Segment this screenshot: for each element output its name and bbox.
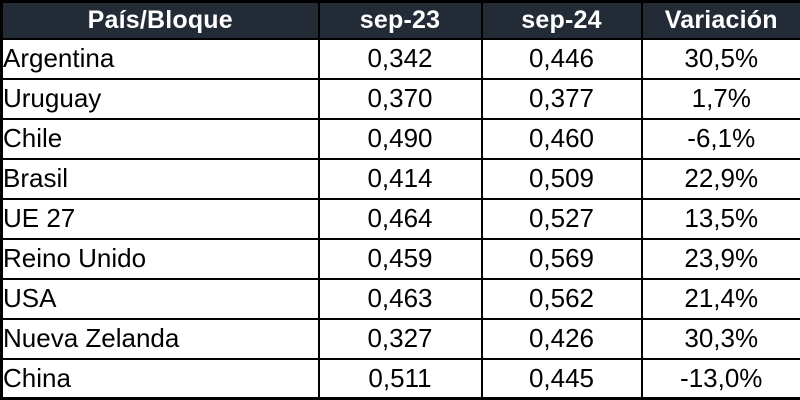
table-row-chile: Chile 0,490 0,460 -6,1% (0, 117, 800, 160)
variacion-cell: 23,9% (640, 237, 800, 280)
country-cell: UE 27 (0, 197, 320, 240)
sep23-cell: 0,459 (317, 237, 483, 280)
sep23-cell: 0,463 (317, 277, 483, 320)
country-cell: Brasil (0, 157, 320, 200)
table-row-nueva-zelanda: Nueva Zelanda 0,327 0,426 30,3% (0, 317, 800, 360)
sep23-cell: 0,370 (317, 77, 483, 120)
sep24-cell: 0,569 (480, 237, 643, 280)
variacion-cell: 30,5% (640, 37, 800, 80)
sep24-cell: 0,426 (480, 317, 643, 360)
sep24-cell: 0,527 (480, 197, 643, 240)
sep23-cell: 0,490 (317, 117, 483, 160)
variacion-cell: 30,3% (640, 317, 800, 360)
sep23-cell: 0,327 (317, 317, 483, 360)
variacion-cell: 21,4% (640, 277, 800, 320)
header-row: País/Bloque sep-23 sep-24 Variación (0, 0, 800, 40)
sep24-cell: 0,445 (480, 357, 643, 400)
table-row-uruguay: Uruguay 0,370 0,377 1,7% (0, 77, 800, 120)
variacion-cell: 22,9% (640, 157, 800, 200)
column-header-sep-24: sep-24 (480, 0, 643, 40)
country-cell: Nueva Zelanda (0, 317, 320, 360)
country-cell: Chile (0, 117, 320, 160)
sep23-cell: 0,511 (317, 357, 483, 400)
variacion-cell: 13,5% (640, 197, 800, 240)
variacion-cell: -13,0% (640, 357, 800, 400)
table-body: Argentina 0,342 0,446 30,5% Uruguay 0,37… (0, 37, 800, 400)
variacion-cell: 1,7% (640, 77, 800, 120)
column-header-variacion: Variación (640, 0, 800, 40)
table-row-china: China 0,511 0,445 -13,0% (0, 357, 800, 400)
table-row-usa: USA 0,463 0,562 21,4% (0, 277, 800, 320)
table-row-ue-27: UE 27 0,464 0,527 13,5% (0, 197, 800, 240)
table-header: País/Bloque sep-23 sep-24 Variación (0, 0, 800, 40)
sep23-cell: 0,414 (317, 157, 483, 200)
country-cell: Argentina (0, 37, 320, 80)
table-row-brasil: Brasil 0,414 0,509 22,9% (0, 157, 800, 200)
variacion-cell: -6,1% (640, 117, 800, 160)
country-cell: Uruguay (0, 77, 320, 120)
table-row-argentina: Argentina 0,342 0,446 30,5% (0, 37, 800, 80)
sep23-cell: 0,464 (317, 197, 483, 240)
country-cell: Reino Unido (0, 237, 320, 280)
sep24-cell: 0,509 (480, 157, 643, 200)
country-cell: China (0, 357, 320, 400)
sep24-cell: 0,446 (480, 37, 643, 80)
sep24-cell: 0,460 (480, 117, 643, 160)
sep24-cell: 0,562 (480, 277, 643, 320)
column-header-pais-bloque: País/Bloque (0, 0, 320, 40)
table-row-reino-unido: Reino Unido 0,459 0,569 23,9% (0, 237, 800, 280)
country-cell: USA (0, 277, 320, 320)
column-header-sep-23: sep-23 (317, 0, 483, 40)
sep23-cell: 0,342 (317, 37, 483, 80)
sep24-cell: 0,377 (480, 77, 643, 120)
